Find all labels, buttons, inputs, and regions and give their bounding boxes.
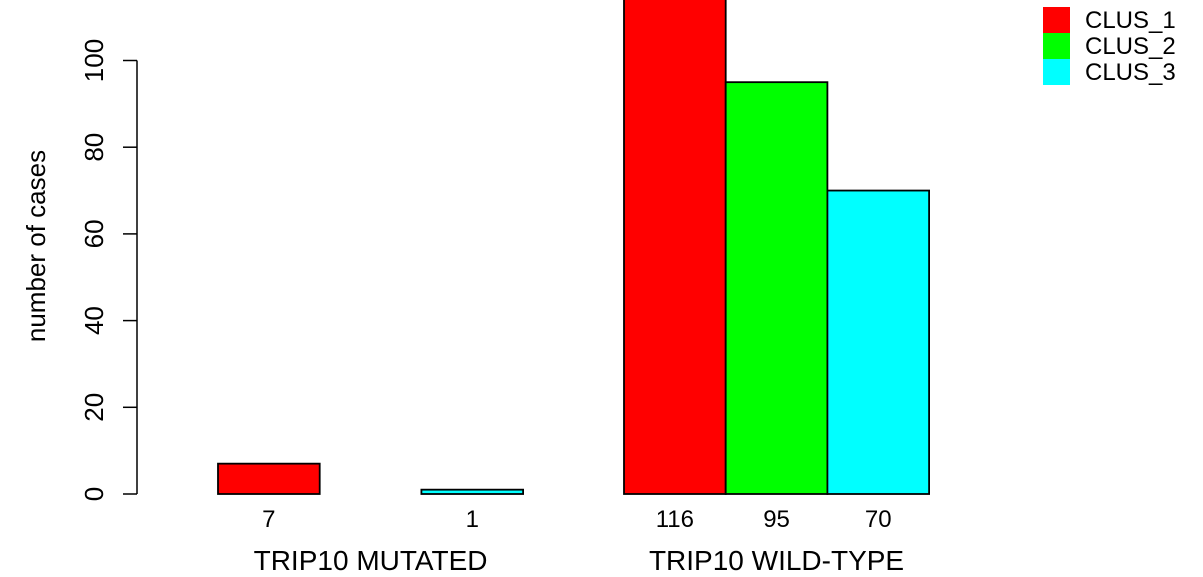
bar-value-label: 116: [656, 506, 694, 533]
y-tick-label: 60: [79, 219, 109, 248]
legend-label: CLUS_2: [1085, 33, 1176, 60]
y-tick-label: 80: [79, 133, 109, 162]
group-label: TRIP10 MUTATED: [254, 545, 488, 576]
bar-trip10-mutated-clus-1: [217, 462, 321, 495]
bar-value-label: 95: [763, 506, 790, 533]
value-labels: 7 1 116 95 70: [262, 506, 891, 533]
group-label: TRIP10 WILD-TYPE: [649, 545, 904, 576]
legend-swatch: [1043, 59, 1070, 85]
legend-swatch: [1043, 7, 1070, 33]
y-tick-label: 20: [79, 393, 109, 422]
bar-value-label: 7: [262, 506, 275, 533]
group-labels: TRIP10 MUTATED TRIP10 WILD-TYPE: [254, 545, 905, 576]
legend-label: CLUS_1: [1085, 7, 1176, 34]
legend-label: CLUS_3: [1085, 59, 1176, 86]
bar-trip10-wild-type-clus-1: [623, 0, 727, 495]
bar-value-label: 1: [466, 506, 479, 533]
bar-trip10-wild-type-clus-3: [826, 189, 931, 495]
bar-value-label: 70: [865, 506, 892, 533]
bars: [217, 0, 931, 495]
y-axis: 0 20 40 60 80 100: [79, 39, 138, 501]
legend-swatch: [1043, 33, 1070, 59]
bar-trip10-wild-type-clus-2: [724, 81, 829, 495]
y-axis-label: number of cases: [21, 150, 51, 342]
y-tick-label: 40: [79, 306, 109, 335]
y-tick-label: 0: [79, 487, 109, 501]
bar-trip10-mutated-clus-3: [420, 488, 524, 495]
y-tick-label: 100: [79, 39, 109, 82]
